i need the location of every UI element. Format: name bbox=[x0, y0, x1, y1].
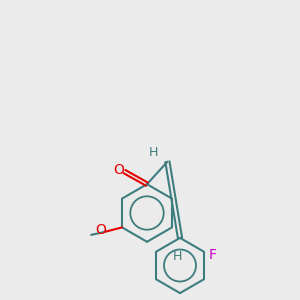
Text: F: F bbox=[209, 248, 217, 262]
Text: H: H bbox=[172, 250, 182, 263]
Text: O: O bbox=[114, 163, 124, 177]
Text: O: O bbox=[96, 223, 106, 236]
Text: H: H bbox=[149, 146, 159, 159]
